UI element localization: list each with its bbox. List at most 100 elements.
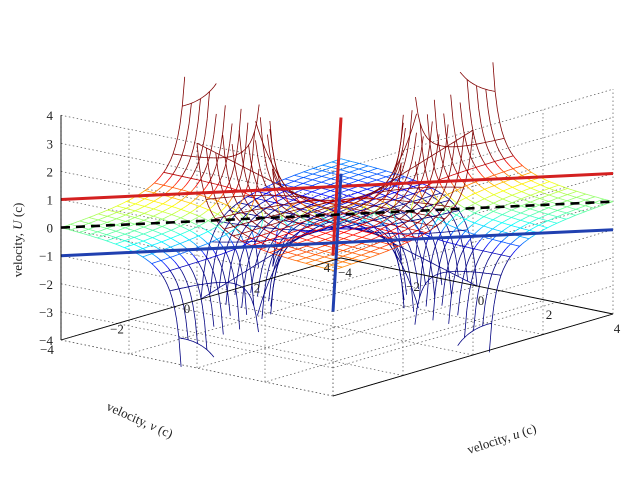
mesh-segment [193, 262, 196, 264]
mesh-segment [117, 244, 121, 247]
mesh-segment [360, 172, 364, 175]
mesh-segment [209, 262, 213, 269]
mesh-segment [233, 214, 236, 218]
mesh-segment [342, 226, 345, 228]
mesh-segment [130, 211, 133, 214]
mesh-segment [417, 208, 420, 210]
mesh-segment [302, 238, 305, 240]
mesh-segment [236, 174, 240, 184]
mesh-segment [370, 206, 374, 208]
mesh-segment [228, 231, 232, 234]
mesh-segment [277, 252, 281, 258]
mesh-segment [225, 282, 229, 305]
mesh-segment [308, 252, 312, 254]
mesh-segment [362, 195, 365, 198]
mesh-segment [381, 181, 384, 183]
mesh-segment [169, 197, 173, 200]
mesh-segment [162, 210, 166, 213]
mesh-segment [160, 184, 164, 188]
mesh-segment [254, 198, 257, 201]
mesh-segment [289, 229, 293, 233]
mesh-segment [274, 265, 279, 275]
mesh-segment [119, 241, 123, 243]
mesh-segment [187, 202, 191, 206]
mesh-segment [309, 232, 313, 234]
mesh-segment [258, 247, 261, 250]
mesh-segment [348, 194, 351, 197]
mesh-segment [177, 253, 180, 256]
mesh-segment [176, 201, 180, 204]
mesh-segment [190, 174, 194, 179]
mesh-segment [210, 172, 215, 179]
mesh-segment [311, 241, 314, 243]
mesh-segment [126, 248, 130, 250]
mesh-segment [279, 254, 283, 260]
mesh-segment [192, 209, 195, 212]
mesh-segment [351, 164, 355, 167]
mesh-segment [316, 180, 320, 182]
mesh-segment [277, 195, 280, 198]
mesh-segment [316, 188, 320, 191]
mesh-segment [167, 185, 171, 188]
mesh-segment [145, 239, 148, 241]
mesh-segment [315, 166, 318, 168]
mesh-segment [444, 246, 448, 258]
mesh-segment [148, 209, 152, 212]
mesh-segment [91, 215, 94, 217]
mesh-segment [505, 161, 509, 165]
mesh-segment [411, 286, 415, 312]
mesh-segment [247, 142, 251, 147]
mesh-segment [283, 238, 287, 240]
mesh-segment [305, 172, 309, 174]
mesh-segment [251, 131, 255, 160]
mesh-segment [326, 179, 329, 181]
mesh-segment [535, 189, 538, 192]
mesh-segment [354, 167, 357, 169]
mesh-segment [332, 178, 336, 181]
mesh-segment [451, 242, 454, 245]
mesh-segment [159, 226, 163, 228]
mesh-segment [192, 186, 196, 191]
mesh-segment [100, 211, 104, 214]
mesh-segment [409, 230, 413, 235]
mesh-segment [192, 203, 196, 206]
mesh-segment [306, 205, 310, 208]
mesh-segment [319, 217, 322, 220]
mesh-segment [323, 221, 326, 224]
mesh-segment [302, 212, 305, 215]
mesh-segment [370, 166, 373, 168]
mesh-segment [316, 265, 320, 268]
mesh-segment [485, 89, 489, 110]
mesh-segment [98, 212, 101, 215]
mesh-segment [179, 242, 183, 244]
mesh-segment [299, 249, 302, 251]
mesh-segment [480, 156, 484, 161]
mesh-segment [179, 287, 182, 290]
mesh-segment [342, 162, 346, 164]
mesh-segment [245, 192, 248, 195]
mesh-segment [286, 182, 290, 185]
mesh-segment [268, 259, 272, 268]
mesh-segment [467, 231, 470, 234]
mesh-segment [258, 227, 262, 233]
mesh-segment [384, 208, 388, 211]
mesh-segment [130, 218, 133, 220]
mesh-segment [339, 221, 342, 224]
mesh-segment [464, 135, 468, 146]
mesh-segment [330, 189, 333, 191]
mesh-segment [232, 272, 236, 284]
grid-line [128, 271, 410, 355]
mesh-segment [524, 228, 528, 231]
mesh-segment [347, 160, 351, 163]
mesh-segment [468, 131, 471, 134]
mesh-segment [451, 211, 455, 213]
mesh-segment [138, 241, 141, 244]
mesh-segment [439, 272, 443, 274]
mesh-segment [324, 203, 328, 206]
mesh-segment [151, 263, 155, 266]
mesh-segment [344, 261, 348, 264]
mesh-segment [226, 201, 230, 206]
mesh-segment [281, 216, 285, 222]
mesh-segment [286, 191, 290, 193]
mesh-segment [177, 251, 180, 255]
